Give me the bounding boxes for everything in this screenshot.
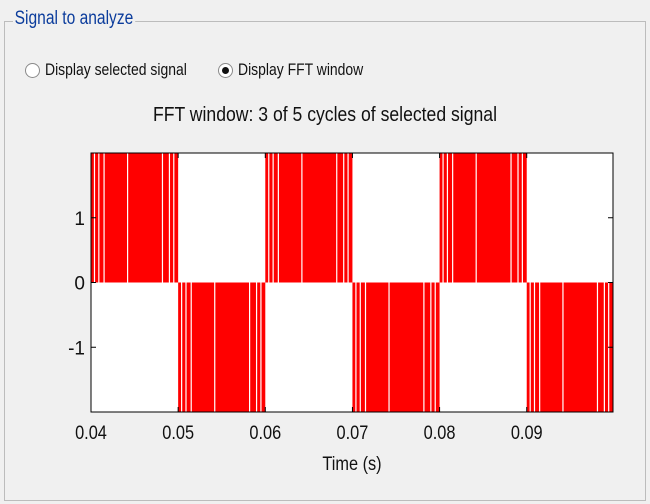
x-tick-label-4: 0.08 (424, 422, 456, 443)
panel-title: Signal to analyze (13, 8, 135, 30)
series-segment-5 (526, 282, 613, 412)
x-tick-label-1: 0.05 (162, 422, 194, 443)
y-tick-label-2: -1 (68, 338, 85, 359)
series-segment-4 (439, 153, 527, 283)
display-selected-signal-option[interactable]: Display selected signal (25, 58, 218, 82)
series-segment-3 (352, 282, 440, 412)
x-tick-label-3: 0.07 (337, 422, 369, 443)
y-tick-label-0: 1 (74, 209, 85, 230)
display-fft-window-label: Display FFT window (238, 60, 364, 79)
y-tick-label-1: 0 (74, 274, 85, 295)
series-segment-0 (91, 153, 179, 283)
x-tick-label-2: 0.06 (249, 422, 281, 443)
display-fft-window-radio[interactable] (218, 62, 233, 78)
series-segment-1 (178, 282, 266, 412)
x-tick-label-5: 0.09 (511, 422, 543, 443)
plot-title: FFT window: 3 of 5 cycles of selected si… (152, 104, 497, 126)
series-segment-2 (265, 153, 353, 283)
display-fft-window-option[interactable]: Display FFT window (218, 58, 391, 82)
display-selected-signal-radio[interactable] (25, 62, 40, 78)
signal-panel (4, 21, 646, 501)
display-selected-signal-label: Display selected signal (45, 60, 187, 79)
x-axis-label: Time (s) (322, 453, 381, 474)
x-tick-label-0: 0.04 (75, 422, 107, 443)
